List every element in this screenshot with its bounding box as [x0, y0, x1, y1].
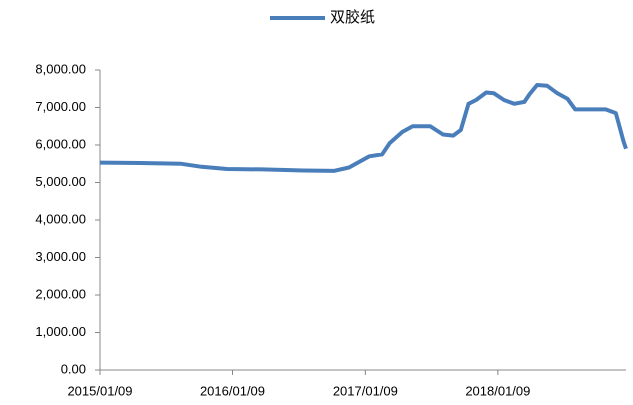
- x-tick-label: 2015/01/09: [67, 383, 132, 398]
- x-tick-label: 2016/01/09: [200, 383, 265, 398]
- y-tick-label: 2,000.00: [35, 286, 86, 301]
- y-tick-label: 8,000.00: [35, 61, 86, 76]
- y-tick-label: 1,000.00: [35, 324, 86, 339]
- line-series: [99, 83, 628, 173]
- x-tick-label: 2017/01/09: [333, 383, 398, 398]
- legend-label: 双胶纸: [330, 9, 375, 26]
- y-tick-label: 3,000.00: [35, 249, 86, 264]
- y-tick-label: 4,000.00: [35, 211, 86, 226]
- y-tick-label: 7,000.00: [35, 99, 86, 114]
- y-tick-label: 0.00: [61, 361, 86, 376]
- y-tick-label: 6,000.00: [35, 136, 86, 151]
- x-tick-label: 2018/01/09: [465, 383, 530, 398]
- y-tick-label: 5,000.00: [35, 174, 86, 189]
